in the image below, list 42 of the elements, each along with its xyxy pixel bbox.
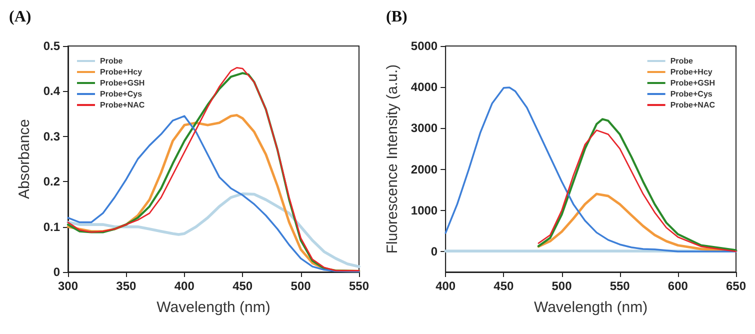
y-tick-label: 5000 xyxy=(410,39,438,53)
x-tick-label: 350 xyxy=(116,279,137,293)
y-axis-title: Absorbance xyxy=(16,118,33,200)
chart-title: (A) xyxy=(9,8,32,26)
legend-label: Probe+Hcy xyxy=(100,68,143,76)
y-tick-label: 0.4 xyxy=(43,84,60,98)
x-tick-label: 500 xyxy=(290,279,312,293)
y-tick-label: 4000 xyxy=(410,80,438,94)
x-tick-label: 550 xyxy=(610,279,630,293)
x-axis-title: Wavelength (nm) xyxy=(534,299,648,316)
x-tick-label: 650 xyxy=(726,279,746,293)
chart-title: (B) xyxy=(386,8,408,26)
y-tick-label: 3000 xyxy=(410,121,438,136)
legend-label: Probe+Hcy xyxy=(670,68,713,76)
y-tick-label: 0 xyxy=(430,244,438,258)
x-tick-label: 300 xyxy=(58,279,78,293)
line-series xyxy=(444,86,737,252)
x-tick-label: 600 xyxy=(668,279,688,293)
legend-label: Probe xyxy=(670,56,694,66)
legend-label: Probe+GSH xyxy=(100,78,145,88)
x-tick-label: 550 xyxy=(348,279,370,293)
legend-label: Probe xyxy=(100,56,124,66)
x-tick-label: 500 xyxy=(552,279,572,293)
y-tick-label: 0.3 xyxy=(43,129,60,144)
legend-label: Probe+Cys xyxy=(100,90,143,98)
legend-label: Probe+NAC xyxy=(100,100,145,110)
y-tick-label: 2000 xyxy=(410,162,438,176)
x-tick-label: 450 xyxy=(232,279,253,293)
y-axis-title: Fluorescence Intensity (a.u.) xyxy=(384,64,401,254)
x-tick-label: 400 xyxy=(436,279,456,293)
legend-label: Probe+GSH xyxy=(670,78,716,88)
y-tick-label: 0.5 xyxy=(43,39,60,53)
y-tick-label: 0 xyxy=(53,265,60,279)
y-tick-label: 1000 xyxy=(410,203,438,218)
legend-label: Probe+NAC xyxy=(670,100,716,110)
y-tick-label: 0.1 xyxy=(43,220,60,234)
x-tick-label: 400 xyxy=(174,279,195,293)
x-axis-title: Wavelength (nm) xyxy=(156,299,270,316)
x-tick-label: 450 xyxy=(494,279,514,293)
legend-label: Probe+Cys xyxy=(670,90,713,98)
line-series xyxy=(66,192,360,268)
y-tick-label: 0.2 xyxy=(43,174,60,189)
